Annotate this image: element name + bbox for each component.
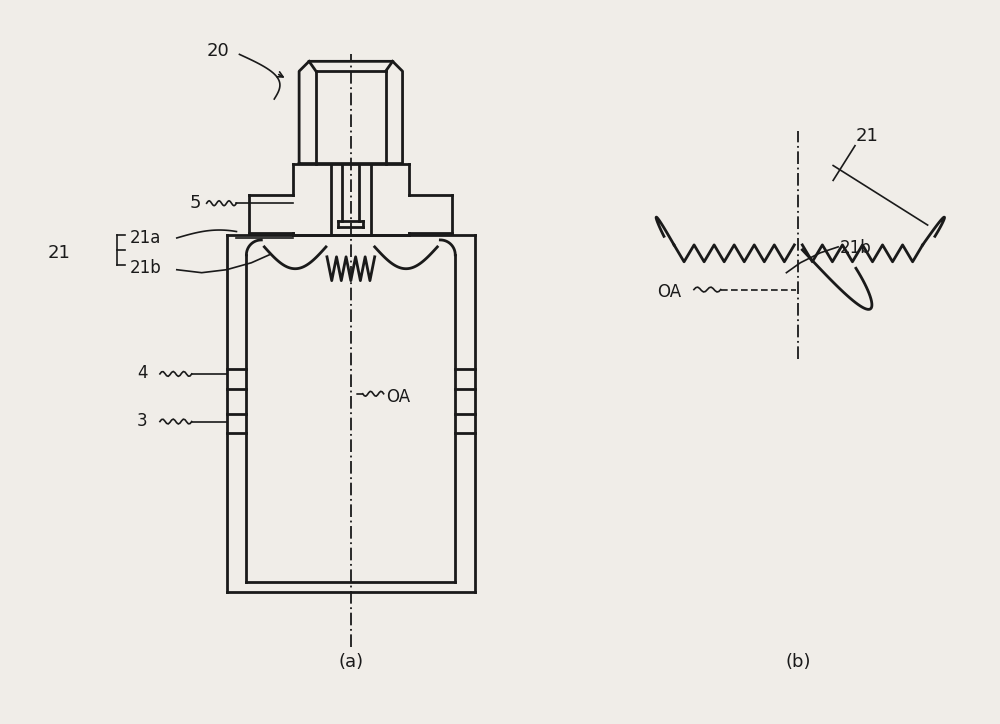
Text: 21a: 21a (130, 229, 161, 247)
Text: 5: 5 (190, 194, 201, 212)
Text: 4: 4 (137, 364, 148, 382)
Text: (b): (b) (786, 652, 811, 670)
Text: 21: 21 (856, 127, 879, 145)
Text: (a): (a) (338, 652, 363, 670)
Text: 21b: 21b (130, 258, 162, 277)
Text: 21b: 21b (840, 239, 872, 257)
Text: 21: 21 (48, 244, 70, 262)
Text: 20: 20 (207, 43, 229, 60)
Text: OA: OA (657, 284, 681, 301)
Text: 3: 3 (137, 411, 148, 429)
Text: OA: OA (386, 387, 410, 405)
